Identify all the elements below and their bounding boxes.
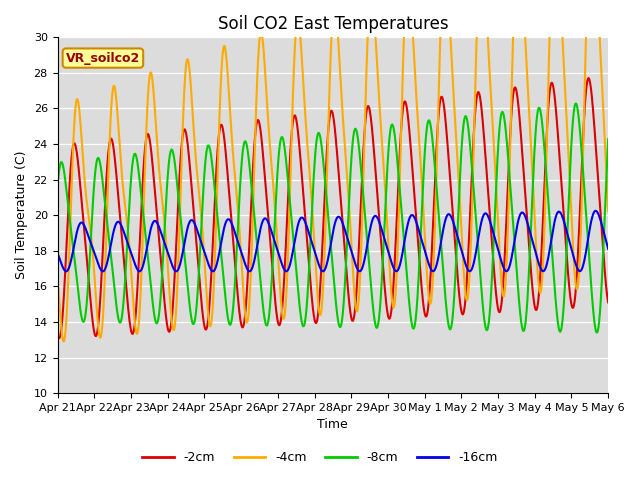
Legend: -2cm, -4cm, -8cm, -16cm: -2cm, -4cm, -8cm, -16cm xyxy=(138,446,502,469)
X-axis label: Time: Time xyxy=(317,419,348,432)
Title: Soil CO2 East Temperatures: Soil CO2 East Temperatures xyxy=(218,15,448,33)
Y-axis label: Soil Temperature (C): Soil Temperature (C) xyxy=(15,151,28,279)
Text: VR_soilco2: VR_soilco2 xyxy=(66,51,140,65)
